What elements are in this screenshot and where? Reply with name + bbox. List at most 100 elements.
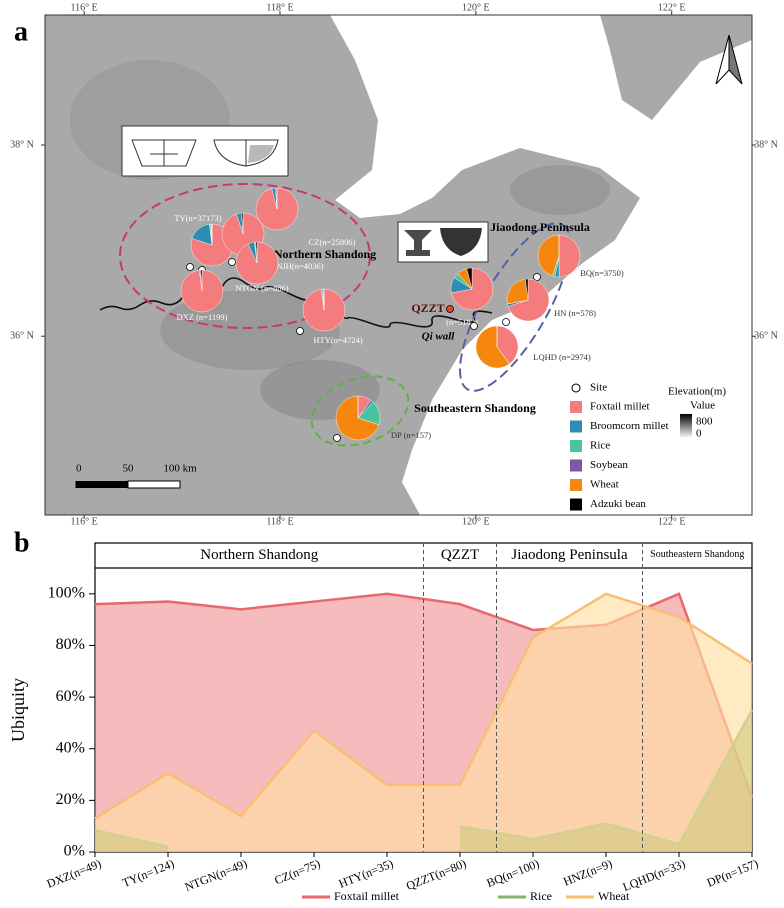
y-axis-label: Ubiquity [8, 678, 28, 742]
scale-label: 0 [76, 463, 82, 475]
region-outline [119, 183, 371, 329]
legend-label: Wheat [598, 889, 630, 903]
pie-slice [525, 278, 529, 301]
region-label: Southeastern Shandong [414, 401, 536, 415]
y-tick-label: 36° N [10, 331, 34, 342]
legend-swatch [570, 420, 582, 433]
y-tick-label: 0% [64, 843, 85, 860]
pie-slice [255, 241, 258, 264]
legend-label: Adzuki bean [590, 498, 646, 510]
legend-label: Wheat [590, 479, 619, 491]
x-tick-label: 118° E [266, 2, 293, 13]
qi-wall [99, 277, 493, 328]
region-label: QZZT [440, 546, 480, 563]
north-arrow [715, 34, 743, 85]
region-label: Jiaodong Peninsula [511, 546, 628, 563]
panel-label: a [14, 16, 28, 47]
x-tick-label: 122° E [658, 2, 686, 13]
region-box: Southeastern Shandong [650, 550, 744, 561]
elevation-title: Elevation(m) [668, 386, 726, 398]
x-tick-label: CZ(n=75) [272, 856, 322, 887]
legend-label: Foxtail millet [590, 401, 650, 413]
y-tick-label: 60% [56, 688, 85, 705]
x-tick-label: BQ(n=100) [485, 856, 542, 890]
region-label: Northern Shandong [274, 247, 376, 261]
site-dot [296, 327, 304, 335]
pie-slice [506, 278, 529, 305]
site-label: HTY(n=4724) [313, 335, 362, 345]
y-tick-label: 20% [56, 791, 85, 808]
pie-slice [558, 234, 581, 278]
region-outline [310, 375, 410, 447]
y-tick-label: 36° N [754, 331, 778, 342]
site-dot [333, 434, 341, 442]
site-dot [446, 305, 454, 313]
pie-slice [276, 187, 278, 210]
scale-label: 50 [123, 463, 135, 475]
y-tick-label: 40% [56, 739, 85, 756]
y-tick-label: 38° N [754, 139, 778, 150]
x-tick-label: NTGN(n=49) [183, 856, 250, 894]
area-fill [95, 593, 752, 852]
y-tick-label: 80% [56, 636, 85, 653]
y-tick-label: 38° N [10, 139, 34, 150]
site-dot [186, 263, 194, 271]
site-label: LQHD (n=2974) [533, 352, 591, 362]
y-tick-label: 100% [48, 584, 85, 601]
site-label: BQ(n=3750) [580, 268, 624, 278]
site-label: TY(n=37173) [174, 213, 221, 223]
legend-label: Rice [590, 440, 610, 452]
site-label: NTGN (n=886) [235, 283, 288, 293]
site-label: CZ(n=25806) [309, 237, 356, 247]
x-tick-label: 122° E [658, 516, 686, 527]
pie-slice [496, 325, 519, 365]
legend-swatch [570, 401, 582, 413]
site-name: QZZT [411, 301, 444, 315]
region-box: Jiaodong Peninsula [511, 546, 628, 563]
map-frame [44, 14, 753, 516]
elevation-max: 800 [696, 416, 713, 428]
legend-label: Rice [530, 889, 552, 903]
legend-swatch [570, 459, 582, 472]
legend-swatch [570, 498, 582, 511]
x-tick-label: QZZT(n=80) [404, 856, 468, 893]
site-label: (n=5182) [446, 317, 478, 327]
wall-label: Qi wall [422, 331, 456, 343]
pie-slice [537, 234, 560, 277]
scale-bar [127, 480, 181, 489]
elevation-min: 0 [696, 428, 702, 440]
site-label: DXZ (n=1199) [177, 312, 228, 322]
x-tick-label: 120° E [462, 516, 490, 527]
pie-slice [200, 269, 203, 292]
scale-bar [76, 481, 128, 488]
x-tick-label: 118° E [266, 516, 293, 527]
legend-label: Soybean [590, 459, 628, 471]
x-tick-label: LQHD(n=33) [621, 856, 688, 894]
site-label: DP (n=157) [391, 430, 431, 440]
x-tick-label: 116° E [71, 516, 98, 527]
legend-swatch [570, 440, 582, 452]
site-dot [228, 258, 236, 266]
region-box: QZZT [440, 546, 480, 563]
site-dot [502, 318, 510, 326]
site-dot [533, 273, 541, 281]
site-dot [470, 322, 478, 330]
legend-marker [571, 383, 581, 393]
region-label: Northern Shandong [200, 546, 319, 563]
x-tick-label: DXZ(n=49) [45, 856, 103, 890]
x-tick-label: TY(n=124) [120, 856, 176, 889]
pie-slice [475, 325, 510, 369]
legend-label: Broomcorn millet [590, 420, 669, 432]
map-base [45, 15, 752, 515]
x-tick-label: HNZ(n=9) [561, 856, 614, 888]
panel-label: b [14, 527, 30, 558]
pie-slice [507, 278, 550, 322]
legend-swatch [570, 479, 582, 491]
region-label: Jiaodong Peninsula [490, 220, 590, 234]
elevation-subtitle: Value [690, 400, 715, 412]
scale-label: 100 km [163, 463, 197, 475]
elevation-ramp [680, 414, 692, 438]
x-tick-label: 120° E [462, 2, 490, 13]
pie-slice [466, 267, 473, 290]
legend-label: Site [590, 382, 607, 394]
